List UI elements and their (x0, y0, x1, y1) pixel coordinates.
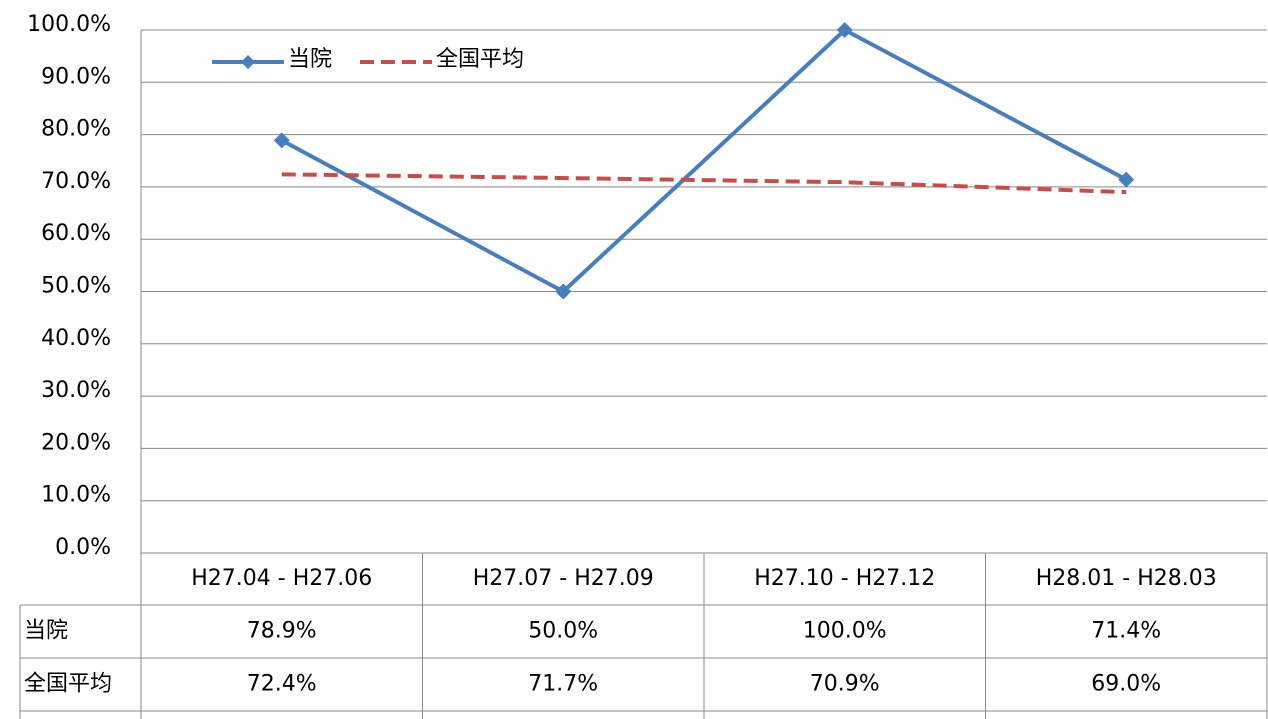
table-row-label: 全国平均 (24, 672, 112, 697)
data-label: 100.0% (803, 619, 887, 644)
series-line (281, 172, 1127, 195)
y-tick-label: 70.0% (41, 169, 111, 194)
point-marker (836, 22, 853, 38)
legend-marker (241, 55, 255, 69)
point-marker (273, 132, 290, 149)
point-marker (555, 283, 572, 300)
data-label: 72.4% (247, 672, 317, 697)
x-tick-label: H28.01 - H28.03 (1036, 566, 1217, 591)
y-tick-label: 60.0% (41, 221, 111, 246)
table-row-label: 当院 (24, 619, 68, 644)
x-tick-label: H27.10 - H27.12 (754, 566, 935, 591)
legend-label: 当院 (288, 47, 332, 72)
y-tick-label: 20.0% (41, 430, 111, 455)
y-tick-label: 40.0% (41, 326, 111, 351)
x-tick-label: H27.07 - H27.09 (473, 566, 654, 591)
point-marker (1118, 171, 1135, 188)
data-label: 78.9% (247, 619, 317, 644)
data-label: 50.0% (528, 619, 598, 644)
y-tick-label: 50.0% (41, 274, 111, 299)
y-tick-label: 0.0% (55, 535, 111, 560)
data-label: 70.9% (810, 672, 880, 697)
x-tick-label: H27.04 - H27.06 (191, 566, 372, 591)
y-tick-label: 80.0% (41, 117, 111, 142)
data-label: 71.7% (528, 672, 598, 697)
y-tick-label: 10.0% (41, 483, 111, 508)
y-tick-label: 30.0% (41, 378, 111, 403)
series-line (280, 28, 1128, 294)
data-label: 69.0% (1091, 672, 1161, 697)
data-label: 71.4% (1091, 619, 1161, 644)
y-tick-label: 90.0% (41, 64, 111, 89)
legend-label: 全国平均 (436, 47, 524, 72)
y-tick-label: 100.0% (27, 12, 111, 37)
